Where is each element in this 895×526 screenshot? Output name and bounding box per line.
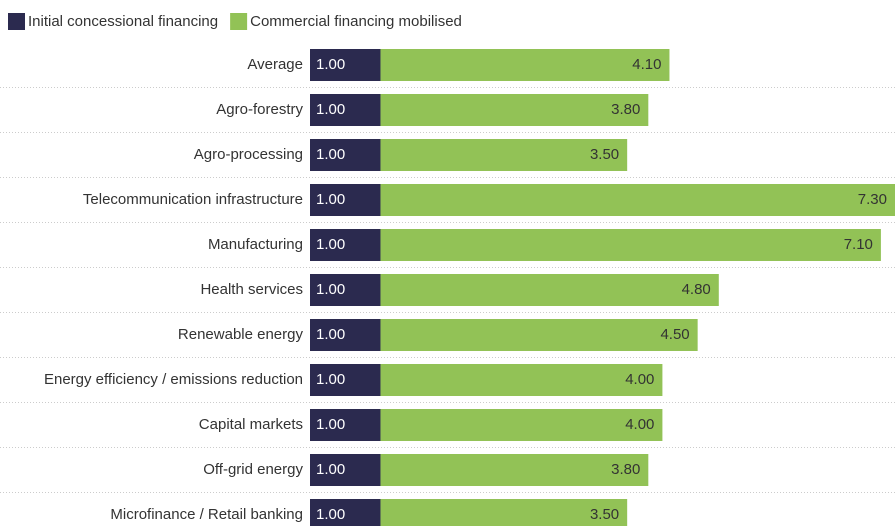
value-label: 1.00	[316, 191, 345, 208]
bar-segment	[310, 139, 381, 171]
category-label: Microfinance / Retail banking	[110, 506, 303, 523]
category-label: Renewable energy	[178, 326, 304, 343]
legend-swatch	[230, 13, 248, 30]
bar-segment	[380, 49, 670, 81]
bar-segment	[310, 364, 381, 396]
value-label: 4.00	[625, 416, 654, 433]
category-label: Capital markets	[199, 416, 303, 433]
value-label: 4.00	[625, 371, 654, 388]
bar-segment	[310, 94, 381, 126]
value-label: 1.00	[316, 326, 345, 343]
bar-segment	[310, 499, 381, 526]
legend-label: Commercial financing mobilised	[250, 13, 462, 30]
bar-segment	[310, 409, 381, 441]
bar-segment	[310, 274, 381, 306]
value-label: 3.50	[590, 506, 619, 523]
category-label: Energy efficiency / emissions reduction	[44, 371, 303, 388]
value-label: 1.00	[316, 101, 345, 118]
value-label: 4.10	[632, 56, 661, 73]
bar-segment	[380, 94, 649, 126]
value-label: 3.80	[611, 461, 640, 478]
legend-label: Initial concessional financing	[28, 13, 218, 30]
category-label: Agro-forestry	[216, 101, 303, 118]
bar-segment	[380, 454, 649, 486]
value-label: 4.50	[660, 326, 689, 343]
value-label: 1.00	[316, 281, 345, 298]
bar-segment	[380, 364, 663, 396]
bar-segment	[380, 274, 719, 306]
bar-segment	[380, 409, 663, 441]
category-label: Agro-processing	[194, 146, 303, 163]
category-label: Average	[247, 56, 303, 73]
value-label: 7.10	[844, 236, 873, 253]
value-label: 3.50	[590, 146, 619, 163]
bar-segment	[380, 319, 698, 351]
bar-segment	[380, 139, 628, 171]
value-label: 1.00	[316, 56, 345, 73]
value-label: 1.00	[316, 461, 345, 478]
bar-segment	[380, 184, 895, 216]
value-label: 3.80	[611, 101, 640, 118]
bar-segment	[310, 319, 381, 351]
legend-swatch	[8, 13, 25, 30]
bar-segment	[310, 49, 381, 81]
value-label: 7.30	[858, 191, 887, 208]
bar-segment	[310, 454, 381, 486]
bar-segment	[380, 499, 628, 526]
category-label: Telecommunication infrastructure	[83, 191, 303, 208]
value-label: 1.00	[316, 236, 345, 253]
bar-segment	[310, 229, 381, 261]
value-label: 1.00	[316, 146, 345, 163]
bar-segment	[310, 184, 381, 216]
category-label: Off-grid energy	[203, 461, 303, 478]
value-label: 1.00	[316, 371, 345, 388]
category-label: Manufacturing	[208, 236, 303, 253]
value-label: 1.00	[316, 506, 345, 523]
value-label: 4.80	[682, 281, 711, 298]
category-label: Health services	[200, 281, 303, 298]
value-label: 1.00	[316, 416, 345, 433]
bar-segment	[380, 229, 881, 261]
